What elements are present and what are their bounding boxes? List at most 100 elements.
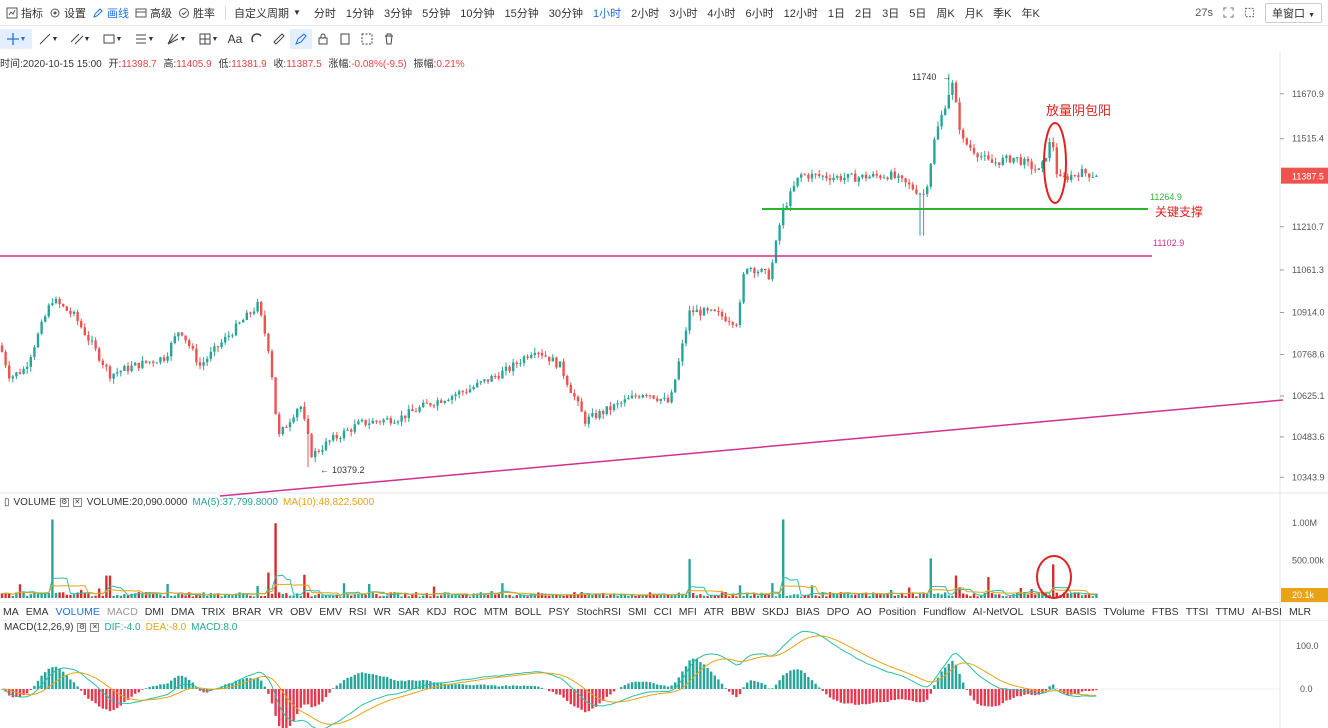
text-tool[interactable]: Aa [224,29,246,49]
indicator-tab[interactable]: DPO [826,605,850,618]
period-option[interactable]: 1分钟 [345,7,375,20]
indicator-tab[interactable]: KDJ [426,605,447,618]
macd-bar [494,685,497,689]
toolbar-item[interactable]: 指标 [6,5,43,21]
indicator-tab[interactable]: TTSI [1185,605,1209,618]
indicator-tab[interactable]: PSY [548,605,570,618]
indicator-tab[interactable]: CCI [653,605,672,618]
indicator-tab[interactable]: MACD [106,605,138,618]
indicator-tab[interactable]: AI-NetVOL [972,605,1024,618]
candle-body [357,421,360,425]
macd-bar [980,689,983,706]
period-option[interactable]: 分时 [313,7,336,20]
indicator-tab[interactable]: MFI [678,605,697,618]
period-option[interactable]: 1日 [827,7,846,20]
indicator-tab[interactable]: BRAR [232,605,262,618]
screenshot-icon[interactable] [1244,7,1255,18]
period-option[interactable]: 1小时 [593,7,622,20]
toolbar-item[interactable]: 高级 [135,5,172,21]
indicator-tab[interactable]: EMA [25,605,49,618]
period-option[interactable]: 5日 [909,7,927,20]
macd-bar [440,683,443,689]
indicator-tab[interactable]: ROC [453,605,477,618]
period-option[interactable]: 周K [936,7,955,20]
candle-body [252,311,256,314]
indicator-tab[interactable]: EMV [319,605,343,618]
indicator-tab[interactable]: ATR [703,605,725,618]
macd-bar [602,689,605,701]
close-icon[interactable]: ✕ [90,622,100,632]
indicator-tab[interactable]: RSI [349,605,367,618]
period-option[interactable]: 年K [1021,7,1040,20]
magnet-tool[interactable] [246,29,268,49]
period-option[interactable]: 2小时 [631,7,660,20]
period-option[interactable]: 2日 [855,7,873,20]
indicator-tab[interactable]: LSUR [1030,605,1059,618]
period-option[interactable]: 30分钟 [548,7,584,20]
copy-tool[interactable] [334,29,356,49]
period-option[interactable]: 5分钟 [422,7,451,20]
indicator-tab[interactable]: BIAS [795,605,820,618]
indicator-tab[interactable]: AI-BSI [1251,605,1282,618]
delete-tool[interactable] [378,29,400,49]
period-option[interactable]: 月K [964,7,984,20]
period-option[interactable]: 4小时 [707,7,736,20]
period-option[interactable]: 12小时 [783,7,818,20]
close-icon[interactable]: ✕ [72,497,82,507]
period-option[interactable]: 15分钟 [504,7,539,20]
indicator-tab[interactable]: BOLL [514,605,542,618]
indicator-tab[interactable]: MTM [483,605,508,618]
indicator-tab[interactable]: StochRSI [576,605,621,618]
keep-drawing-tool[interactable] [290,29,312,49]
period-option[interactable]: 3分钟 [384,7,413,20]
indicator-tab[interactable]: BASIS [1065,605,1097,618]
window-mode-select[interactable]: 单窗口 ▼ [1265,2,1322,23]
period-option[interactable]: 6小时 [745,7,774,20]
shape-tool[interactable]: ▼ [96,29,128,49]
indicator-tab[interactable]: AO [856,605,872,618]
fib-tool[interactable]: ▼ [128,29,160,49]
crosshair-tool[interactable]: ▼ [0,29,32,49]
period-option[interactable]: 3小时 [669,7,698,20]
indicator-tab[interactable]: FTBS [1151,605,1179,618]
volume-bar [378,596,382,598]
indicator-tab[interactable]: MA [3,605,19,618]
indicator-tab[interactable]: Position [878,605,917,618]
custom-period-select[interactable]: 自定义周期 ▼ [234,5,301,21]
indicator-tab[interactable]: DMA [171,605,195,618]
toolbar-item[interactable]: 胜率 [178,5,215,21]
toolbar-item[interactable]: 画线 [92,5,129,21]
indicator-tab[interactable]: TRIX [201,605,226,618]
volume-bar [958,587,961,598]
indicator-tab[interactable]: VOLUME [55,605,100,618]
ruler-tool[interactable] [268,29,290,49]
channel-tool[interactable]: ▼ [64,29,96,49]
indicator-tab[interactable]: OBV [290,605,313,618]
toolbar-item[interactable]: 设置 [49,5,86,21]
indicator-tab[interactable]: TVolume [1103,605,1145,618]
volume-bar [634,595,637,598]
measure-tool[interactable]: ▼ [192,29,224,49]
indicator-tab[interactable]: Fundflow [923,605,966,618]
indicator-tab[interactable]: TTMU [1215,605,1245,618]
line-tool[interactable]: ▼ [32,29,64,49]
indicator-tab[interactable]: WR [373,605,392,618]
indicator-tab[interactable]: SAR [398,605,420,618]
fullscreen-icon[interactable] [1223,7,1234,18]
indicator-tab[interactable]: BBW [731,605,755,618]
period-option[interactable]: 季K [993,7,1012,20]
volume-bar [4,592,7,598]
indicator-tab[interactable]: SKDJ [761,605,789,618]
settings-icon[interactable]: ⚙ [77,622,87,632]
gann-tool[interactable]: ▼ [160,29,192,49]
period-option[interactable]: 3日 [882,7,900,20]
period-option[interactable]: 10分钟 [460,7,495,20]
candle-body [44,316,47,322]
settings-icon[interactable]: ⚙ [59,497,69,507]
indicator-tab[interactable]: MLR [1288,605,1312,618]
indicator-tab[interactable]: SMI [627,605,647,618]
indicator-tab[interactable]: DMI [144,605,165,618]
lock-tool[interactable] [312,29,334,49]
hide-tool[interactable] [356,29,378,49]
indicator-tab[interactable]: VR [268,605,284,618]
